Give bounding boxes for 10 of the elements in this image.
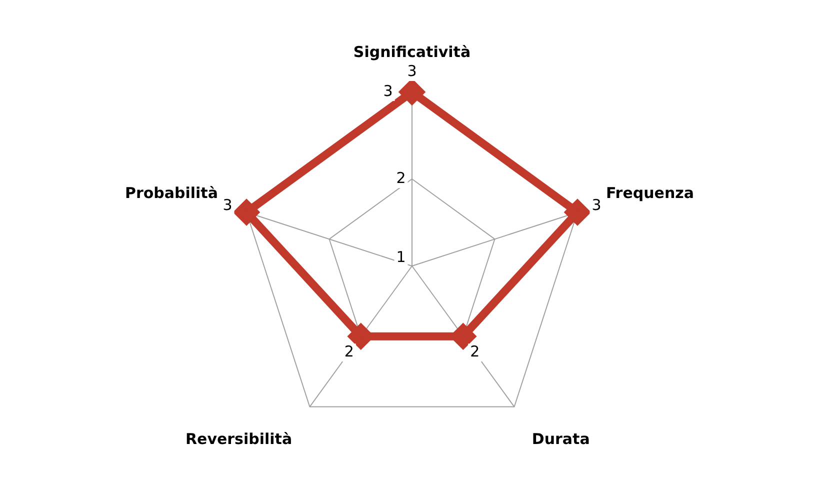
spoke-label: Reversibilità [185, 430, 292, 448]
data-label: 3 [222, 196, 232, 214]
data-label: 2 [344, 342, 354, 360]
y-tick-label: 1 [396, 248, 406, 266]
spoke-label: Durata [532, 430, 590, 448]
spoke-label: Significatività [353, 42, 471, 61]
spoke-label: Probabilità [124, 184, 218, 202]
data-label: 2 [470, 342, 480, 360]
data-label: 3 [592, 196, 602, 214]
spoke-label: Frequenza [606, 184, 694, 202]
